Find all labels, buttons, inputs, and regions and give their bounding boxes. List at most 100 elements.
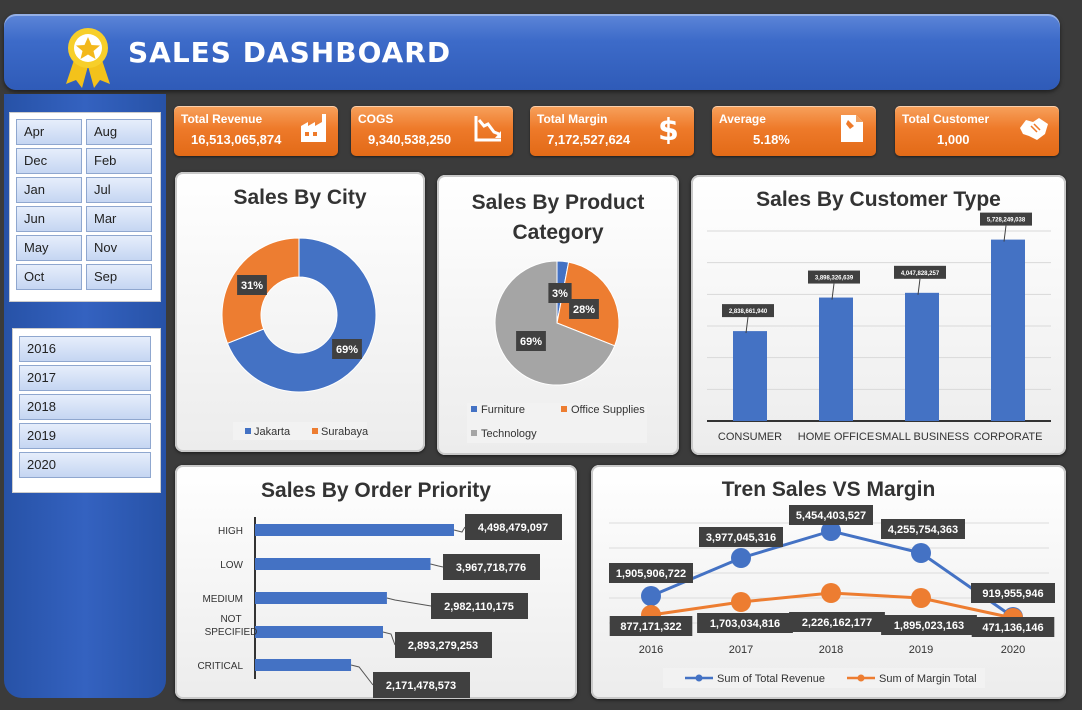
category-label: CONSUMER [718, 431, 782, 443]
year-button-2020[interactable]: 2020 [19, 452, 151, 478]
bar-not-specified [255, 626, 383, 638]
year-button-2016[interactable]: 2016 [19, 336, 151, 362]
x-tick-label: 2020 [1001, 644, 1025, 656]
month-button-sep[interactable]: Sep [86, 264, 152, 290]
svg-text:2,226,162,177: 2,226,162,177 [802, 617, 872, 629]
bar-home-office [819, 297, 853, 421]
month-button-apr[interactable]: Apr [16, 119, 82, 145]
svg-text:3,977,045,316: 3,977,045,316 [706, 532, 776, 544]
svg-text:4,498,479,097: 4,498,479,097 [478, 522, 548, 534]
svg-text:69%: 69% [520, 336, 542, 348]
svg-text:28%: 28% [573, 304, 595, 316]
svg-text:69%: 69% [336, 344, 358, 356]
legend-entry: Sum of Margin Total [879, 673, 977, 685]
kpi-card-total-revenue: Total Revenue 16,513,065,874 [174, 106, 338, 156]
kpi-label: Total Customer [902, 112, 990, 126]
chart-down-icon [474, 116, 501, 142]
category-pie-chart: 3% 28% 69% Furniture Office Supplies Technolo… [467, 260, 647, 443]
svg-text:4,255,754,363: 4,255,754,363 [888, 524, 958, 536]
month-button-jul[interactable]: Jul [86, 177, 152, 203]
bar-critical [255, 659, 352, 671]
month-button-jun[interactable]: Jun [16, 206, 82, 232]
svg-text:1,703,034,816: 1,703,034,816 [710, 618, 780, 630]
data-label: 1,703,034,816 [697, 613, 793, 633]
category-label: SMALL BUSINESS [875, 431, 969, 443]
svg-text:2,171,478,573: 2,171,478,573 [386, 680, 456, 692]
legend-swatch [245, 428, 251, 434]
x-tick-label: 2018 [819, 644, 843, 656]
legend-swatch [312, 428, 318, 434]
svg-text:31%: 31% [241, 280, 263, 292]
chart-legend: Sum of Total Revenue Sum of Margin Total [663, 668, 985, 688]
kpi-label: Total Revenue [181, 112, 263, 126]
legend-entry: Furniture [481, 404, 525, 416]
category-label: CRITICAL [197, 661, 243, 672]
svg-text:3%: 3% [552, 288, 568, 300]
data-label: 919,955,946 [971, 583, 1055, 603]
page-title: SALES DASHBOARD [128, 36, 452, 69]
x-tick-label: 2016 [639, 644, 663, 656]
data-label: 31% [237, 275, 267, 295]
kpi-card-average: Average 5.18% [712, 106, 876, 156]
month-button-dec[interactable]: Dec [16, 148, 82, 174]
chart-title: Tren Sales VS Margin [721, 478, 936, 501]
kpi-card-cogs: COGS 9,340,538,250 [351, 106, 513, 156]
chart-legend: Jakarta Surabaya [233, 422, 369, 440]
legend-entry: Surabaya [321, 426, 369, 438]
data-label: 1,895,023,163 [881, 615, 977, 635]
sales-by-city-card: Sales By City 69% 31% Jakarta Surabaya [175, 172, 425, 452]
month-button-may[interactable]: May [16, 235, 82, 261]
data-label: 3,977,045,316 [699, 527, 783, 547]
series-point [731, 548, 751, 568]
chart-title: Sales By Order Priority [261, 479, 491, 502]
kpi-value: 9,340,538,250 [368, 132, 452, 147]
year-button-2018[interactable]: 2018 [19, 394, 151, 420]
sales-by-category-card: Sales By Product Category 3% 28% 69% Furnit… [437, 175, 679, 455]
city-donut-chart: 69% 31% Jakarta Surabaya [221, 237, 377, 440]
svg-text:877,171,322: 877,171,322 [620, 621, 681, 633]
award-ribbon-icon [66, 28, 110, 88]
kpi-value: 16,513,065,874 [191, 132, 282, 147]
data-label: 5,728,249,038 [980, 212, 1032, 242]
data-label: 2,982,110,175 [386, 593, 528, 619]
month-button-jan[interactable]: Jan [16, 177, 82, 203]
month-button-mar[interactable]: Mar [86, 206, 152, 232]
series-point [821, 583, 841, 603]
category-label: CORPORATE [974, 431, 1043, 443]
month-button-aug[interactable]: Aug [86, 119, 152, 145]
svg-text:4,047,828,257: 4,047,828,257 [901, 271, 940, 277]
document-icon [841, 115, 863, 142]
legend-swatch [471, 406, 477, 412]
kpi-value: 1,000 [937, 132, 970, 147]
customer-bar-chart: 2,838,661,940 CONSUMER 3,898,326,639 HOME O… [707, 212, 1051, 443]
bar-consumer [733, 331, 767, 421]
svg-text:471,136,146: 471,136,146 [982, 622, 1043, 634]
trend-line-chart: 1,905,906,722 3,977,045,316 5,454,403,527 4… [609, 505, 1055, 688]
category-label: LOW [220, 560, 243, 571]
svg-text:3,967,718,776: 3,967,718,776 [456, 562, 526, 574]
month-button-feb[interactable]: Feb [86, 148, 152, 174]
svg-text:$: $ [658, 113, 679, 144]
data-label: 2,171,478,573 [350, 664, 470, 698]
legend-swatch [561, 406, 567, 412]
legend-entry: Sum of Total Revenue [717, 673, 825, 685]
bar-medium [255, 592, 387, 604]
svg-text:2,982,110,175: 2,982,110,175 [444, 601, 514, 613]
x-tick-label: 2019 [909, 644, 933, 656]
legend-entry: Jakarta [254, 426, 291, 438]
kpi-value: 7,172,527,624 [547, 132, 631, 147]
bar-corporate [991, 239, 1025, 421]
year-button-2019[interactable]: 2019 [19, 423, 151, 449]
month-button-nov[interactable]: Nov [86, 235, 152, 261]
sales-by-priority-card: Sales By Order Priority HIGH 4,498,479,09… [175, 465, 577, 699]
factory-icon [301, 114, 326, 142]
year-button-2017[interactable]: 2017 [19, 365, 151, 391]
chart-title: Sales By Customer Type [756, 188, 1001, 211]
svg-text:919,955,946: 919,955,946 [982, 588, 1043, 600]
series-point [911, 543, 931, 563]
category-label: NOT SPECIFIED [205, 614, 258, 638]
data-label: 1,905,906,722 [609, 563, 693, 583]
data-label: 3,898,326,639 [808, 270, 860, 300]
kpi-card-total-margin: Total Margin 7,172,527,624 $ [530, 106, 694, 156]
month-button-oct[interactable]: Oct [16, 264, 82, 290]
